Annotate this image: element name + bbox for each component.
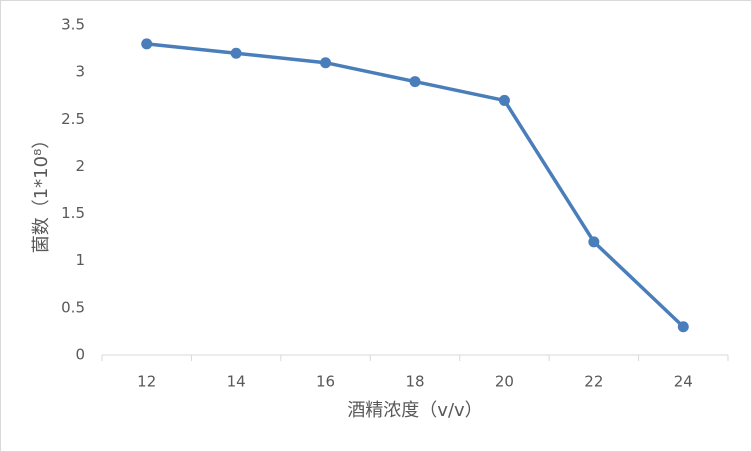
data-point (409, 76, 421, 88)
data-point (320, 57, 332, 69)
y-tick-label: 2.5 (61, 110, 85, 128)
y-tick-label: 3 (75, 63, 85, 81)
y-tick-label: 0.5 (61, 298, 85, 316)
y-tick-label: 0 (75, 346, 85, 364)
x-tick-label: 20 (495, 373, 514, 391)
x-tick-label: 22 (584, 373, 603, 391)
data-point (677, 321, 689, 333)
y-tick-label: 2 (75, 157, 85, 175)
data-point (588, 236, 600, 248)
data-point (230, 47, 242, 59)
y-tick-label: 1.5 (61, 204, 85, 222)
x-tick-label: 24 (674, 373, 693, 391)
y-tick-label: 1 (75, 251, 85, 269)
x-tick-label: 14 (227, 373, 246, 391)
x-tick-label: 16 (316, 373, 335, 391)
x-tick-label: 12 (137, 373, 156, 391)
data-point (498, 94, 510, 106)
y-tick-label: 3.5 (61, 16, 85, 34)
y-axis-title: 菌数（1*10⁸） (31, 131, 52, 254)
data-point (141, 38, 153, 50)
x-axis-title: 酒精浓度（v/v） (347, 400, 482, 421)
x-tick-label: 18 (405, 373, 424, 391)
